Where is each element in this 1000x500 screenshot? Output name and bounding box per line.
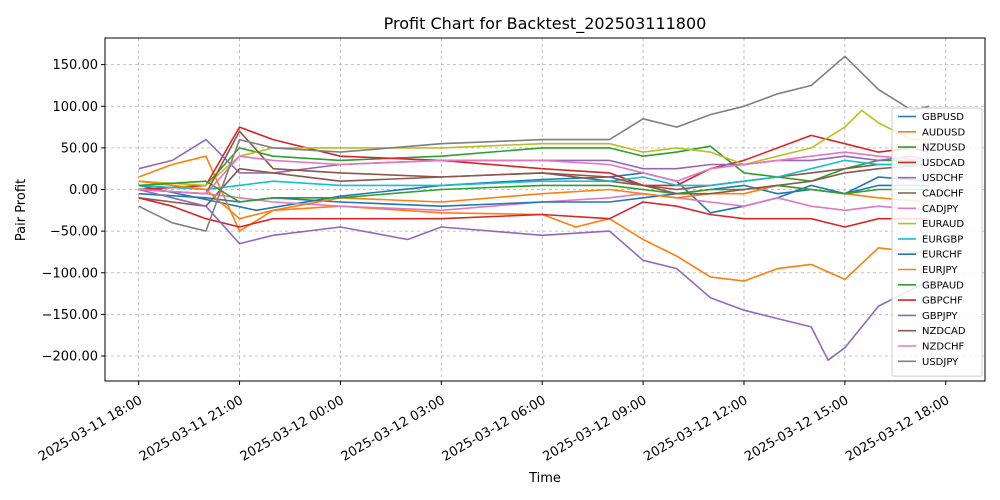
legend-label: GBPJPY	[922, 311, 958, 322]
y-axis-label: Pair Profit	[14, 179, 29, 241]
legend-label: USDCHF	[922, 173, 964, 184]
legend: GBPUSD AUDUSD NZDUSD USDCAD USDCHF CADCHF CADJ…	[891, 107, 983, 377]
series-line-eurchf	[138, 184, 929, 207]
series-line-gbpjpy	[138, 188, 930, 362]
x-axis-label: Time	[528, 471, 561, 486]
legend-label: NZDCHF	[922, 342, 965, 353]
legend-label: USDCAD	[922, 158, 965, 169]
series-line-usdjpy	[138, 55, 930, 232]
series-line-usdchf	[138, 138, 930, 174]
x-tick-label: 2025-03-12 18:00	[843, 393, 952, 465]
legend-label: USDJPY	[922, 357, 959, 368]
y-tick-label: −200.00	[42, 350, 98, 365]
y-tick-label: −100.00	[42, 266, 98, 281]
x-tick-label: 2025-03-12 06:00	[440, 393, 549, 465]
y-tick-label: 150.00	[53, 58, 99, 73]
x-tick-label: 2025-03-12 00:00	[238, 393, 347, 465]
legend-label: CADCHF	[922, 189, 964, 200]
x-tick-label: 2025-03-11 18:00	[36, 393, 145, 465]
series-line-gbpaud	[138, 180, 929, 203]
series-line-gbpusd	[138, 172, 929, 214]
series-line-nzdchf	[138, 151, 929, 195]
chart-title: Profit Chart for Backtest_202503111800	[384, 14, 707, 34]
legend-label: AUDUSD	[922, 127, 966, 138]
plot-area	[104, 37, 986, 382]
series-line-cadchf	[138, 163, 929, 207]
x-tick-label: 2025-03-12 12:00	[641, 393, 750, 465]
legend-label: GBPUSD	[922, 112, 964, 123]
legend-label: EURCHF	[922, 250, 963, 261]
legend-label: EURAUD	[922, 219, 964, 230]
series-line-usdcad	[138, 126, 930, 191]
y-tick-label: −150.00	[42, 308, 98, 323]
x-tick-label: 2025-03-12 09:00	[541, 393, 650, 465]
legend-label: GBPAUD	[922, 280, 964, 291]
legend-label: EURGBP	[922, 234, 963, 245]
x-tick-label: 2025-03-12 03:00	[339, 393, 448, 465]
x-tick-label: 2025-03-12 15:00	[742, 393, 851, 465]
series-lines	[138, 55, 930, 362]
y-tick-label: 0.00	[69, 183, 98, 198]
legend-label: NZDCAD	[922, 326, 966, 337]
legend-label: CADJPY	[922, 204, 959, 215]
legend-label: EURJPY	[922, 265, 958, 276]
legend-label: NZDUSD	[922, 143, 966, 154]
legend-label: GBPCHF	[922, 296, 963, 307]
x-tick-label: 2025-03-11 21:00	[137, 393, 246, 465]
series-line-gbpchf	[138, 197, 929, 228]
y-tick-label: 100.00	[53, 100, 99, 115]
y-tick-label: −50.00	[50, 225, 98, 240]
y-tick-label: 50.00	[61, 141, 98, 156]
series-line-audusd	[138, 155, 929, 282]
series-line-nzdcad	[138, 130, 929, 195]
y-axis: 150.00 100.00 50.00 0.00 −50.00 −100.00 −150.0…	[42, 58, 105, 365]
series-line-eurgbp	[138, 159, 929, 191]
legend-box	[891, 107, 983, 377]
